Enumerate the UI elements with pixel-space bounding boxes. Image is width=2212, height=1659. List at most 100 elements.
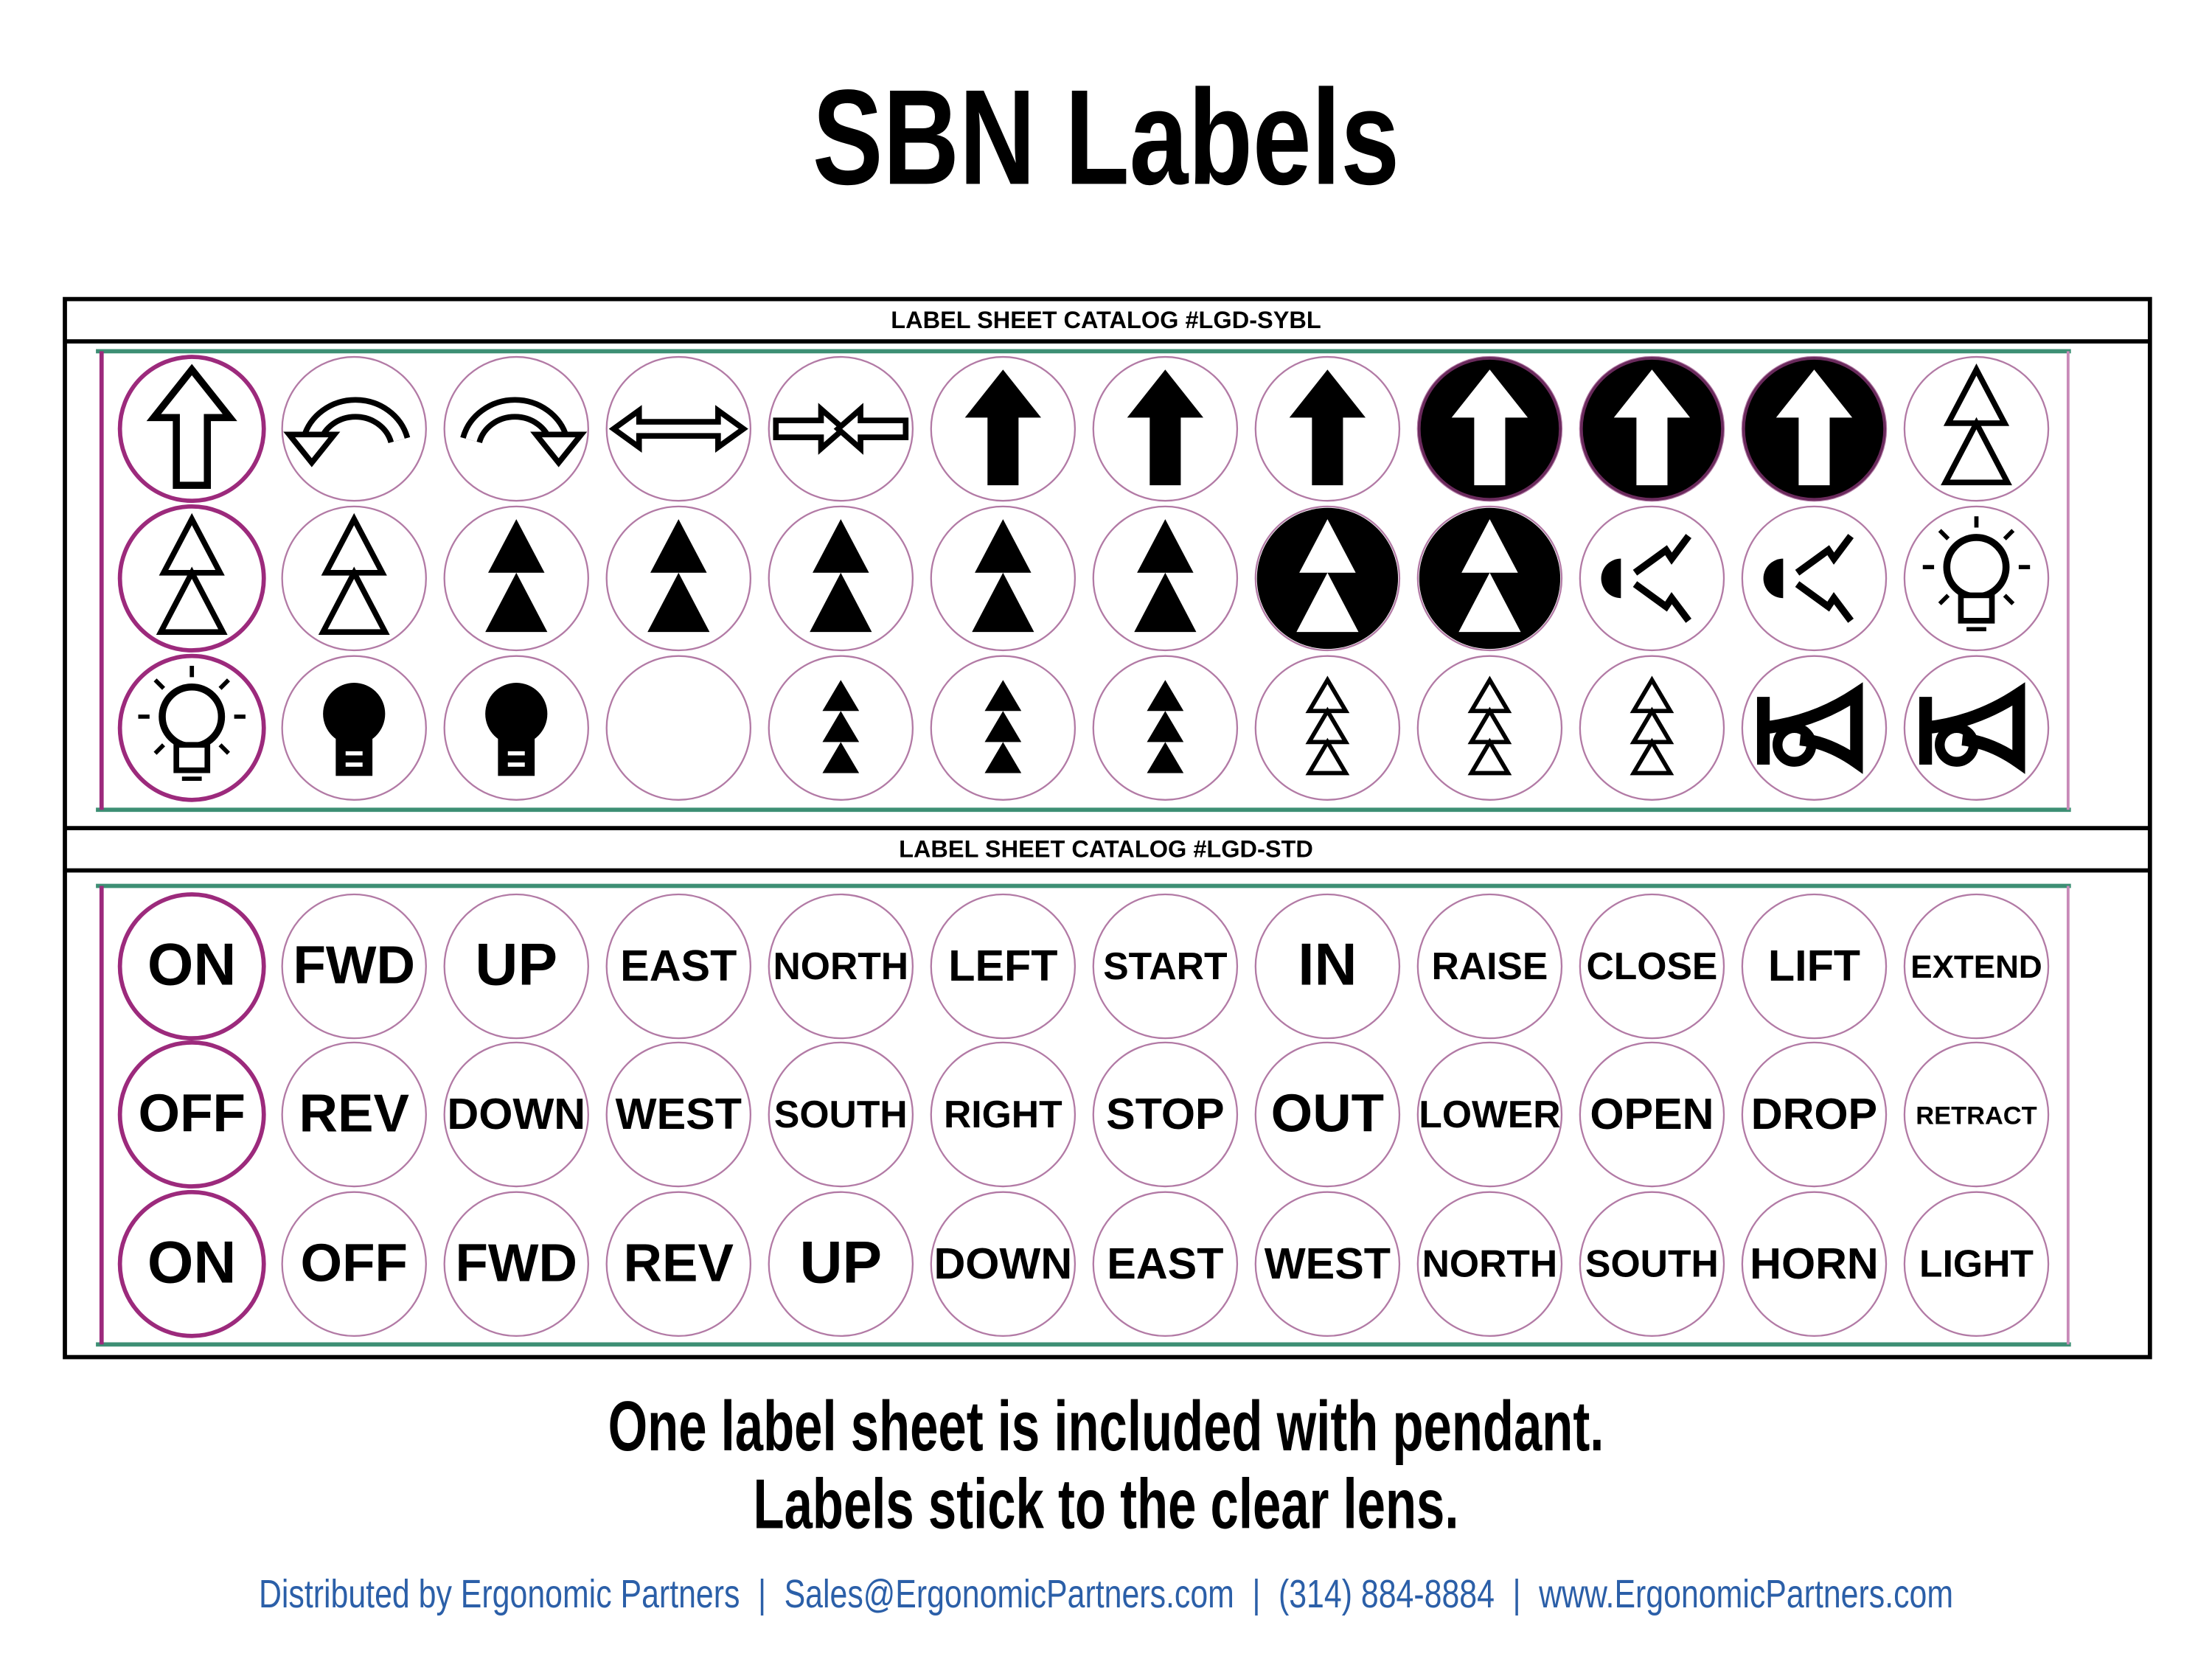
icon [530,431,588,467]
icon [1958,592,1995,624]
label-text: DROP [1751,1089,1877,1138]
label-text: UP [475,932,557,998]
label-circle [930,1191,1077,1338]
footer-separator: | [758,1572,766,1616]
label-circle [1579,1041,1725,1188]
symbol-label [283,397,411,467]
label-circle [281,1191,427,1338]
symbol-label [1941,364,2012,486]
icon [1763,558,1784,599]
icon [1467,675,1512,776]
icon [1775,369,1853,486]
caption: One label sheet is included with pendant… [608,1387,1604,1466]
label-text: ON [147,1229,237,1295]
label-text: LIGHT [1919,1242,2034,1285]
label-circle [281,1041,427,1188]
symbol-label [984,680,1022,773]
label-text: LIFT [1768,941,1860,990]
symbol-label [1147,680,1184,773]
symbol-label [608,405,748,453]
symbol-label [1305,675,1350,776]
label-text: OUT [1271,1084,1384,1144]
label-circle [1579,1191,1725,1338]
symbol-label [964,369,1041,486]
icon [465,403,565,442]
label-text: STOP [1106,1089,1224,1138]
label-circle [1416,893,1563,1040]
icon [1919,682,2025,774]
label-circle [605,1191,752,1338]
label-circle [1416,1191,1563,1338]
symbol-label [647,519,710,633]
symbol-label [1601,534,1692,623]
icon [1147,680,1184,773]
label-circle [117,1040,266,1189]
label-circle [1579,893,1725,1040]
symbol-label [485,519,548,633]
label-circle [443,1191,589,1338]
symbol-label [773,403,909,455]
icon [1941,364,2012,486]
label-circle [768,1041,914,1188]
icon [1632,534,1692,623]
label-circle [1092,1191,1239,1338]
icon [1458,519,1521,633]
label-text: NORTH [1422,1242,1558,1285]
label-circle [117,892,266,1041]
footer-item: www.ErgonomicPartners.com [1538,1572,1953,1616]
symbol-label [972,519,1034,633]
icon [507,751,525,767]
label-circle [443,893,589,1040]
symbol-label [138,666,246,781]
icon [810,519,872,633]
symbol-label [146,364,237,489]
label-text: RAISE [1431,945,1548,987]
icon [1943,534,2010,601]
label-text: IN [1298,932,1357,998]
label-text: CLOSE [1586,945,1717,987]
label-circle [1092,1041,1239,1188]
symbol-label [1467,675,1512,776]
symbol-label [1256,507,1399,650]
symbol-label [1922,516,2031,632]
icon [323,683,386,745]
label-circle [1741,1191,1888,1338]
label-circle [605,1041,752,1188]
label-text: EAST [620,941,737,990]
label-text: LEFT [948,941,1057,990]
label-text: START [1103,945,1227,987]
label-circle [281,355,427,502]
symbol-label [318,512,390,635]
catalog-heading: LABEL SHEET CATALOG #LGD-STD [899,835,1313,862]
footer-separator: | [1512,1572,1520,1616]
label-circle [605,655,752,801]
caption: Labels stick to the clear lens. [754,1464,1459,1543]
label-circle [930,1041,1077,1188]
label-text: SOUTH [774,1093,908,1135]
label-text: REV [624,1233,734,1293]
symbol-label [1289,369,1366,486]
symbol-label [1630,675,1674,776]
icon [1289,369,1366,486]
icon [833,403,909,455]
label-circle [768,893,914,1040]
label-circle [443,1041,589,1188]
icon [318,512,390,635]
catalog-heading: LABEL SHEET CATALOG #LGD-SYBL [891,307,1321,333]
icon [822,680,860,773]
label-text: WEST [1265,1239,1391,1288]
symbol-label [156,512,228,635]
icon [1305,675,1350,776]
footer: Distributed by Ergonomic Partners | Sales@… [259,1572,1953,1616]
label-circle [281,893,427,1040]
label-text: OPEN [1590,1089,1714,1138]
icon [156,512,228,635]
label-circle [1254,1191,1401,1338]
label-circle [117,1189,266,1338]
icon [1451,369,1528,486]
icon [1296,519,1359,633]
icon [608,405,748,453]
symbol-label [1763,534,1854,623]
